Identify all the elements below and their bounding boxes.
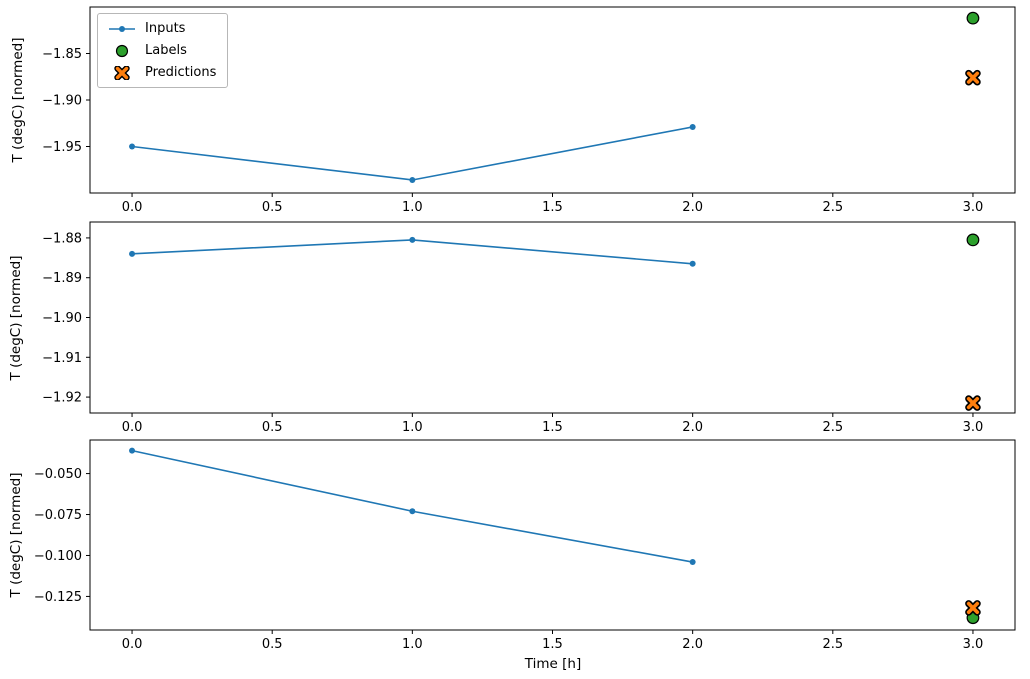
x-tick-label: 2.5: [822, 200, 843, 215]
inputs-marker: [409, 176, 416, 183]
labels-circle-icon: [115, 44, 129, 57]
axes-frame: [89, 221, 1016, 414]
x-tick-label: 1.0: [402, 200, 423, 215]
inputs-line-dot-icon: [109, 25, 135, 32]
inputs-line: [131, 126, 693, 181]
legend-label-labels: Labels: [145, 43, 187, 58]
y-axis-label-subplot-3: T (degC) [normed]: [8, 472, 24, 598]
labels-marker: [966, 233, 980, 247]
y-tick-label: −1.90: [42, 94, 82, 109]
x-tick-label: 0.0: [122, 637, 143, 652]
x-tick-label: 2.0: [682, 420, 703, 435]
predictions-marker: [966, 71, 980, 84]
inputs-marker: [129, 143, 136, 150]
x-tick-label: 1.0: [402, 637, 423, 652]
x-tick-label: 1.5: [542, 637, 563, 652]
x-tick-label: 3.0: [963, 637, 984, 652]
inputs-marker: [409, 236, 416, 243]
y-tick-label: −0.125: [34, 590, 82, 605]
legend: Inputs Labels Predictions: [97, 13, 229, 88]
y-tick-label: −1.92: [42, 391, 82, 406]
x-tick-label: 1.5: [542, 420, 563, 435]
subplot-3: 0.0 0.5 1.0 1.5 2.0 2.5 3.0 −0.050 −0.075 −0.100 −…: [34, 439, 1016, 652]
inputs-marker: [129, 447, 136, 454]
y-tick-label: −1.95: [42, 140, 82, 155]
x-tick-label: 0.0: [122, 200, 143, 215]
axes-frame: [89, 439, 1016, 631]
x-axis-label: Time [h]: [524, 656, 582, 672]
legend-item-predictions: Predictions: [107, 65, 216, 80]
y-tick-label: −0.100: [34, 549, 82, 564]
x-tick-label: 0.0: [122, 420, 143, 435]
inputs-line: [131, 449, 693, 563]
inputs-marker: [129, 250, 136, 257]
legend-item-inputs: Inputs: [107, 21, 216, 36]
predictions-x-icon: [114, 65, 130, 80]
predictions-marker: [966, 601, 980, 614]
inputs-marker: [689, 559, 696, 566]
subplot-2: 0.0 0.5 1.0 1.5 2.0 2.5 3.0 −1.88 −1.89 −1.90 −1.9…: [42, 221, 1016, 435]
x-tick-label: 1.5: [542, 200, 563, 215]
x-tick-label: 2.5: [822, 420, 843, 435]
legend-item-labels: Labels: [107, 43, 216, 58]
inputs-line: [132, 239, 693, 265]
x-tick-label: 3.0: [963, 420, 984, 435]
x-tick-label: 3.0: [963, 200, 984, 215]
axes-frame: [89, 6, 1016, 194]
inputs-marker: [689, 123, 696, 130]
legend-label-inputs: Inputs: [145, 21, 186, 36]
predictions-marker: [966, 396, 980, 410]
x-tick-label: 2.0: [682, 200, 703, 215]
x-tick-label: 1.0: [402, 420, 423, 435]
y-tick-label: −1.90: [42, 311, 82, 326]
legend-label-predictions: Predictions: [145, 65, 217, 80]
labels-marker: [966, 11, 980, 25]
y-tick-label: −1.88: [42, 231, 82, 246]
x-tick-label: 2.5: [822, 637, 843, 652]
y-tick-label: −0.075: [34, 508, 82, 523]
y-axis-label-subplot-2: T (degC) [normed]: [8, 255, 24, 381]
y-tick-label: −0.050: [34, 467, 82, 482]
x-tick-label: 0.5: [262, 637, 283, 652]
x-tick-label: 0.5: [262, 200, 283, 215]
y-tick-label: −1.89: [42, 271, 82, 286]
x-tick-label: 2.0: [682, 637, 703, 652]
y-tick-label: −1.91: [42, 351, 82, 366]
subplot-1: 0.0 0.5 1.0 1.5 2.0 2.5 3.0 −1.85 −1.90 −1.95: [42, 6, 1016, 215]
x-tick-label: 0.5: [262, 420, 283, 435]
inputs-marker: [689, 260, 696, 267]
y-tick-label: −1.85: [42, 47, 82, 62]
y-axis-label-subplot-1: T (degC) [normed]: [10, 37, 26, 163]
inputs-marker: [409, 508, 416, 515]
